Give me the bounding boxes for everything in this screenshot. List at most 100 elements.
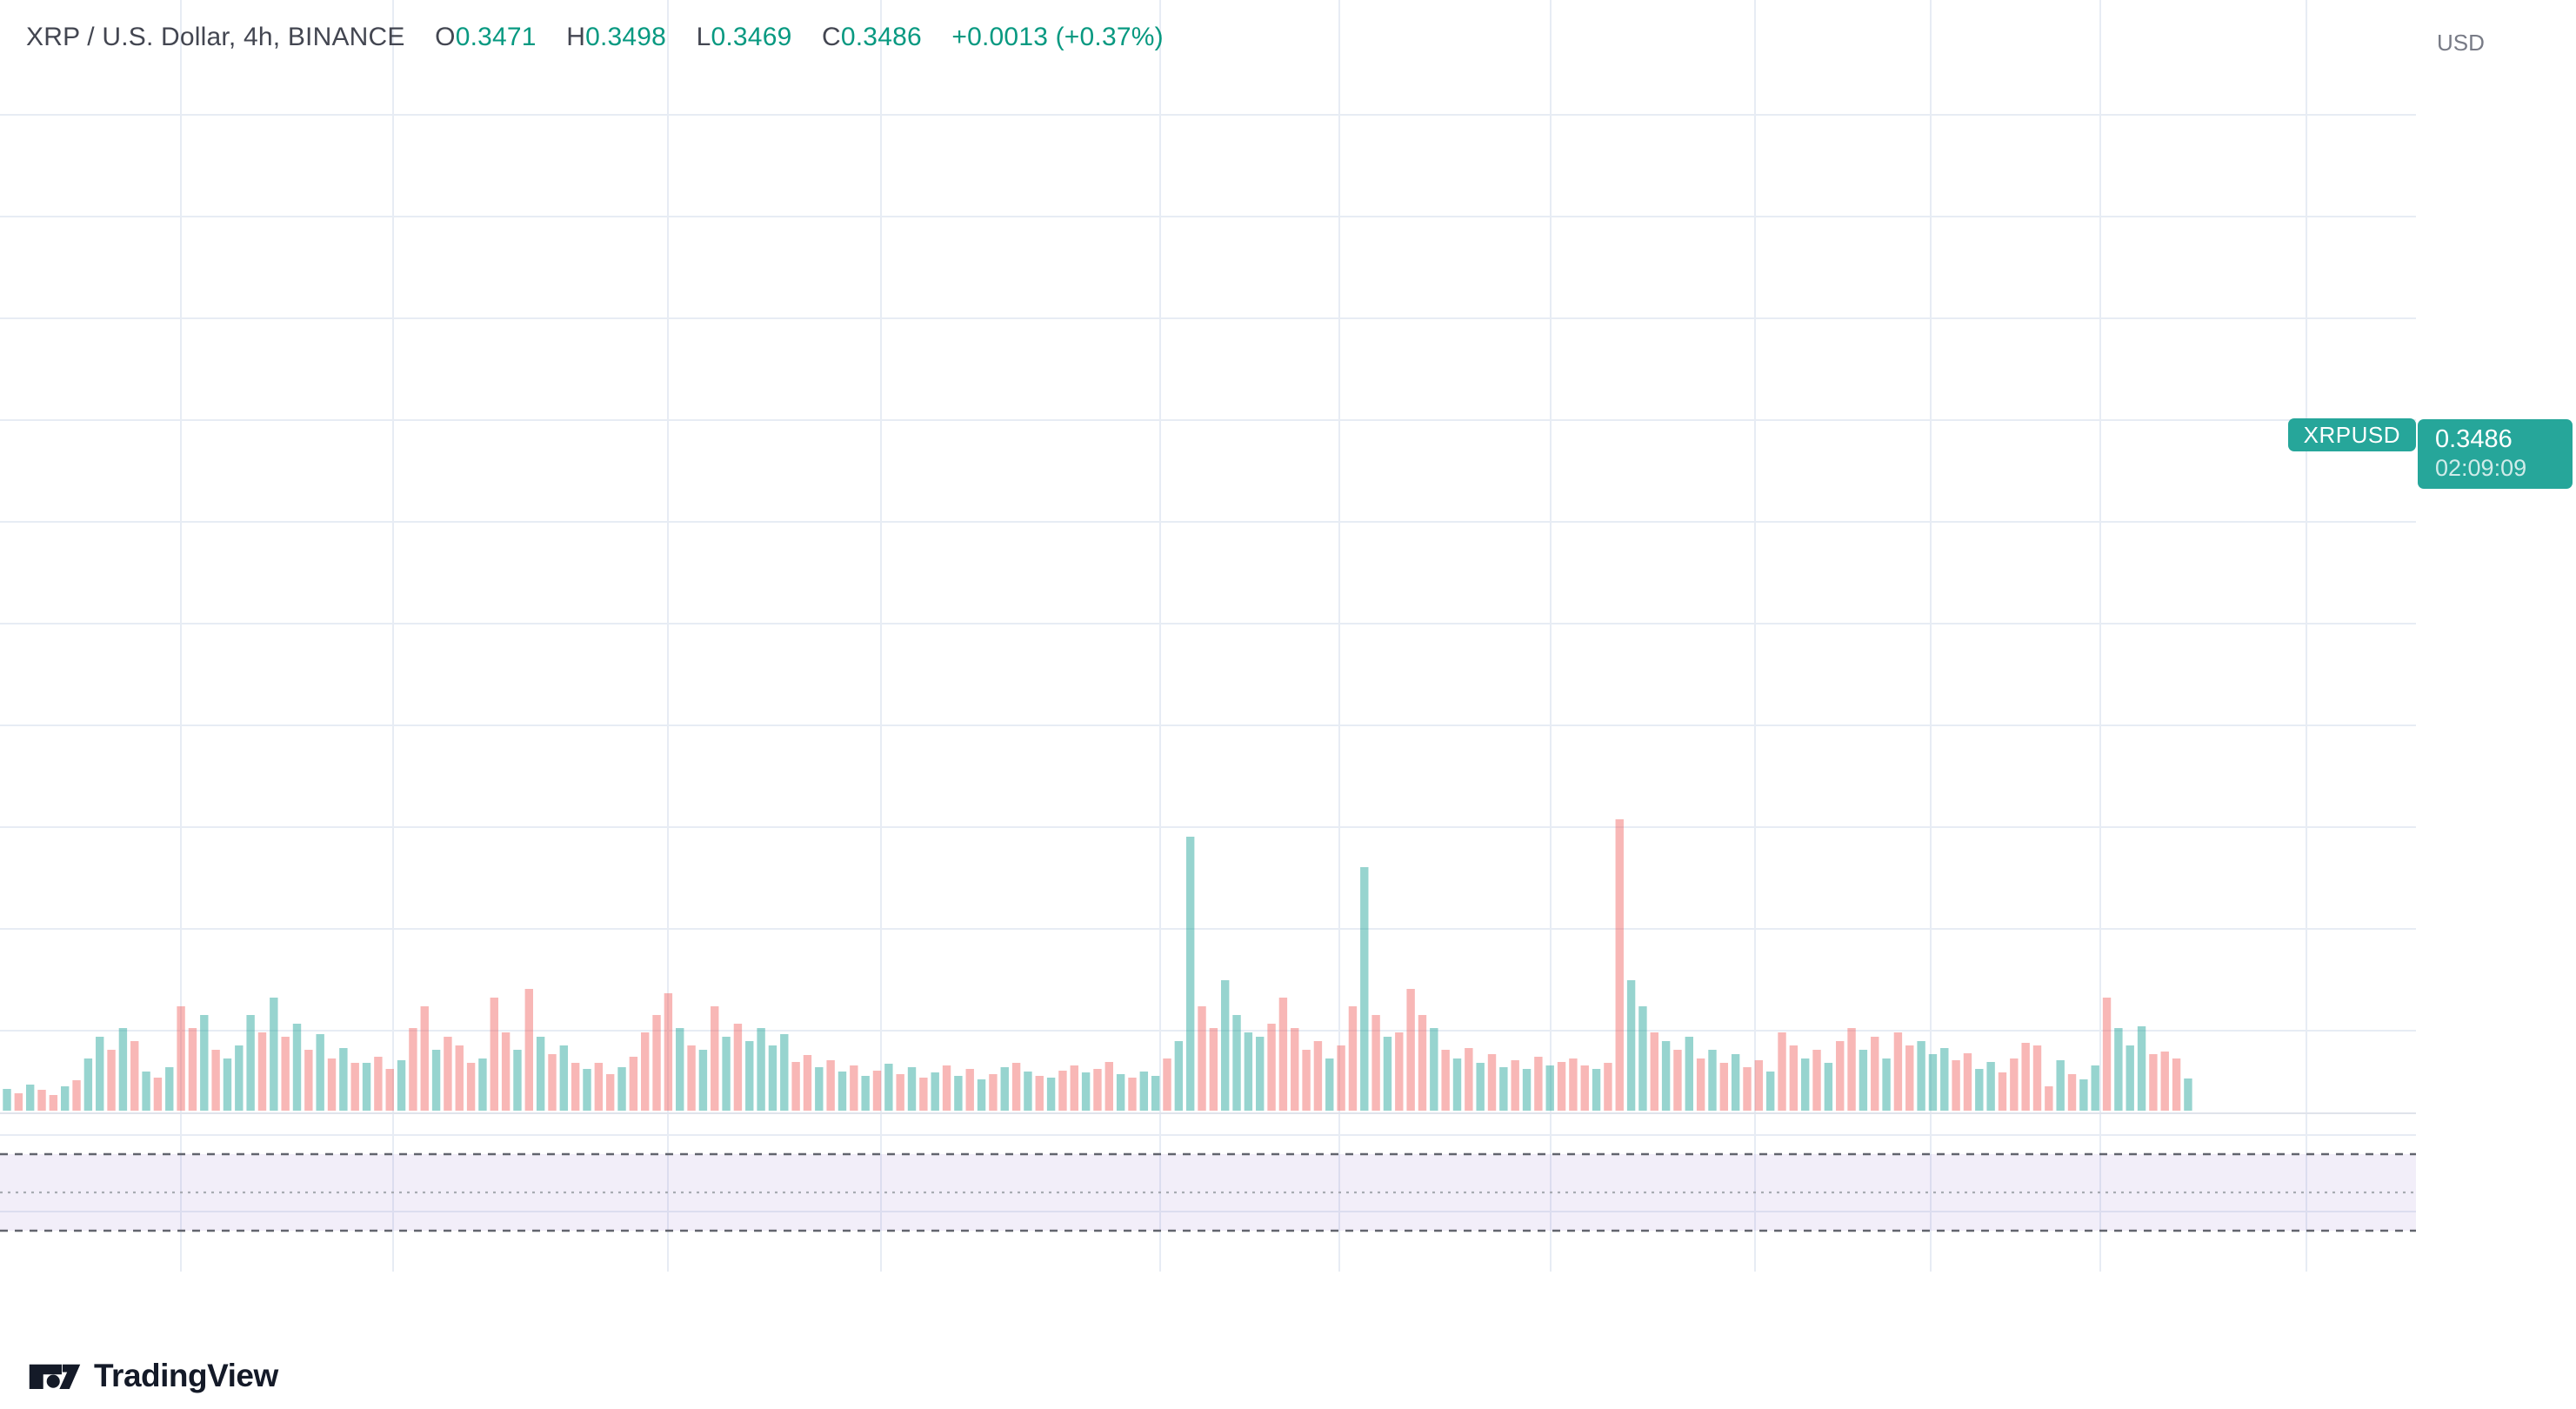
volume-bar	[1337, 1045, 1345, 1111]
volume-bar	[1256, 1037, 1265, 1111]
volume-bar	[292, 1024, 302, 1111]
volume-bar	[1754, 1060, 1764, 1111]
volume-bar	[211, 1050, 220, 1111]
last-price-label[interactable]: 0.3486 02:09:09	[2418, 419, 2573, 489]
volume-bar	[1371, 1015, 1380, 1111]
volume-bar	[1626, 980, 1636, 1111]
volume-bar	[780, 1034, 789, 1111]
volume-bar	[1441, 1050, 1450, 1111]
volume-bar	[1522, 1069, 1532, 1111]
volume-bar	[304, 1050, 313, 1111]
volume-bar	[989, 1074, 998, 1111]
volume-bar	[350, 1063, 359, 1111]
symbol-price-badge[interactable]: XRPUSD	[2287, 418, 2416, 451]
volume-bar	[444, 1037, 452, 1111]
volume-bar	[1313, 1041, 1323, 1111]
legend-change: +0.0013 (+0.37%)	[951, 23, 1164, 51]
volume-bar	[501, 1032, 511, 1111]
volume-bar	[1661, 1041, 1671, 1111]
volume-bar	[861, 1076, 870, 1111]
legend-open: O0.3471	[435, 23, 537, 51]
volume-bar	[1812, 1050, 1821, 1111]
volume-bar	[1163, 1058, 1171, 1111]
volume-bar	[2172, 1058, 2181, 1111]
volume-bar	[1917, 1041, 1925, 1111]
volume-bar	[1975, 1069, 1984, 1111]
volume-bar	[2149, 1054, 2158, 1111]
volume-bar	[1476, 1063, 1485, 1111]
volume-bar	[1267, 1024, 1276, 1111]
volume-bar	[1011, 1063, 1021, 1111]
volume-bar	[594, 1063, 604, 1111]
volume-bar	[977, 1079, 986, 1111]
volume-bar	[2056, 1060, 2065, 1111]
volume-bar	[1719, 1063, 1729, 1111]
symbol-title[interactable]: XRP / U.S. Dollar, 4h, BINANCE	[26, 23, 405, 51]
volume-bar	[397, 1060, 406, 1111]
volume-bar	[641, 1032, 650, 1111]
volume-bar	[385, 1069, 394, 1111]
volume-bar	[629, 1057, 638, 1111]
volume-bar	[1650, 1032, 1658, 1111]
volume-bar	[177, 1006, 185, 1111]
volume-bar	[478, 1058, 487, 1111]
volume-bar	[1174, 1041, 1184, 1111]
volume-bar	[907, 1067, 917, 1111]
volume-bar	[1963, 1053, 1972, 1111]
volume-bar	[1778, 1032, 1786, 1111]
legend-low: L0.3469	[696, 23, 792, 51]
volume-bar	[2045, 1086, 2053, 1111]
volume-bar	[2126, 1045, 2134, 1111]
volume-bar	[1545, 1065, 1554, 1111]
volume-bar	[1465, 1048, 1473, 1111]
volume-bar	[548, 1054, 557, 1111]
volume-bar	[1859, 1050, 1868, 1111]
volume-bar	[1836, 1041, 1845, 1111]
volume-bar	[872, 1071, 882, 1111]
volume-bar	[1232, 1015, 1241, 1111]
volume-bar	[1198, 1006, 1206, 1111]
volume-bar	[1685, 1037, 1693, 1111]
volume-bar	[362, 1063, 371, 1111]
tradingview-logo[interactable]: TradingView	[28, 1357, 278, 1395]
volume-bar	[1035, 1076, 1044, 1111]
volume-bar	[1302, 1050, 1311, 1111]
volume-bar	[2184, 1078, 2192, 1111]
volume-bar	[583, 1069, 591, 1111]
volume-bar	[1209, 1028, 1218, 1111]
volume-bar	[1824, 1063, 1833, 1111]
volume-bar	[1093, 1069, 1102, 1111]
volume-bar	[49, 1095, 58, 1111]
volume-bar	[1569, 1058, 1578, 1111]
symbol-legend[interactable]: XRP / U.S. Dollar, 4h, BINANCE O0.3471 H…	[26, 23, 1164, 52]
volume-bar	[1325, 1058, 1334, 1111]
volume-bar	[965, 1069, 974, 1111]
volume-bar	[1244, 1032, 1253, 1111]
volume-bar	[1128, 1078, 1137, 1111]
volume-bar	[1395, 1032, 1404, 1111]
volume-bar	[2032, 1045, 2042, 1111]
volume-bar	[1580, 1065, 1589, 1111]
volume-bar	[200, 1015, 209, 1111]
volume-bar	[757, 1028, 765, 1111]
volume-bar	[490, 998, 498, 1111]
volume-bar	[223, 1058, 232, 1111]
volume-bar	[664, 993, 673, 1111]
volume-bar	[676, 1028, 684, 1111]
volume-bar	[1291, 1028, 1299, 1111]
volume-bar	[1081, 1072, 1091, 1111]
volume-bar	[83, 1058, 93, 1111]
last-price-value: 0.3486	[2435, 425, 2513, 453]
volume-bar	[2021, 1043, 2030, 1111]
volume-bar	[374, 1057, 383, 1111]
volume-bar	[1058, 1071, 1067, 1111]
volume-bar	[687, 1045, 696, 1111]
volume-bar	[1638, 1006, 1647, 1111]
volume-bar	[850, 1065, 858, 1111]
volume-bar	[1511, 1060, 1519, 1111]
volume-bar	[1383, 1037, 1392, 1111]
volume-bar	[617, 1067, 626, 1111]
volume-bar	[431, 1050, 441, 1111]
